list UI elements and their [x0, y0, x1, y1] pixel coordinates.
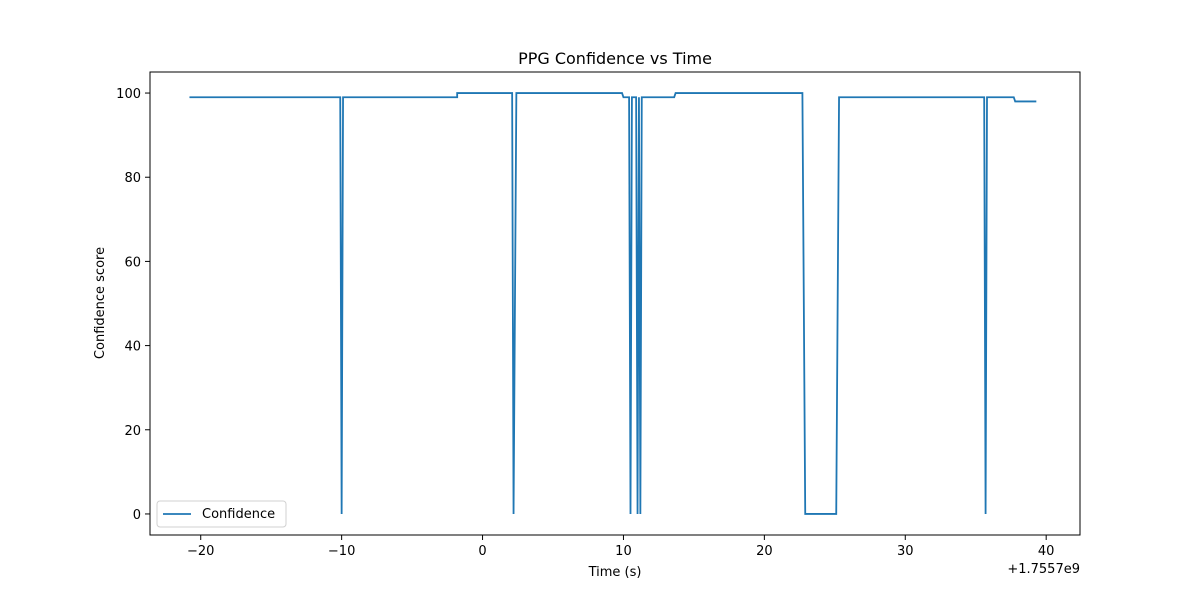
x-tick-label: −20 [187, 544, 214, 559]
x-tick-label: 10 [615, 544, 632, 559]
y-axis-label: Confidence score [93, 247, 108, 359]
y-tick-label: 80 [124, 171, 141, 186]
y-tick-label: 0 [133, 508, 141, 523]
y-tick-label: 40 [124, 340, 141, 355]
x-axis-label: Time (s) [588, 565, 642, 580]
y-tick-label: 20 [124, 424, 141, 439]
legend-box [156, 500, 287, 528]
x-tick-label: 40 [1038, 544, 1055, 559]
series-line-confidence [189, 92, 1037, 515]
y-tick-label: 60 [124, 255, 141, 270]
x-tick-label: 20 [756, 544, 773, 559]
plot-frame [149, 71, 1081, 536]
legend-label-confidence: Confidence [202, 507, 275, 522]
x-tick-label: −10 [328, 544, 355, 559]
x-tick-label: 0 [478, 544, 486, 559]
legend: Confidence [156, 500, 287, 528]
x-axis-offset-label: +1.7557e9 [1007, 562, 1080, 577]
chart-title: PPG Confidence vs Time [518, 49, 712, 68]
y-tick-label: 100 [116, 87, 141, 102]
x-tick-label: 30 [897, 544, 914, 559]
